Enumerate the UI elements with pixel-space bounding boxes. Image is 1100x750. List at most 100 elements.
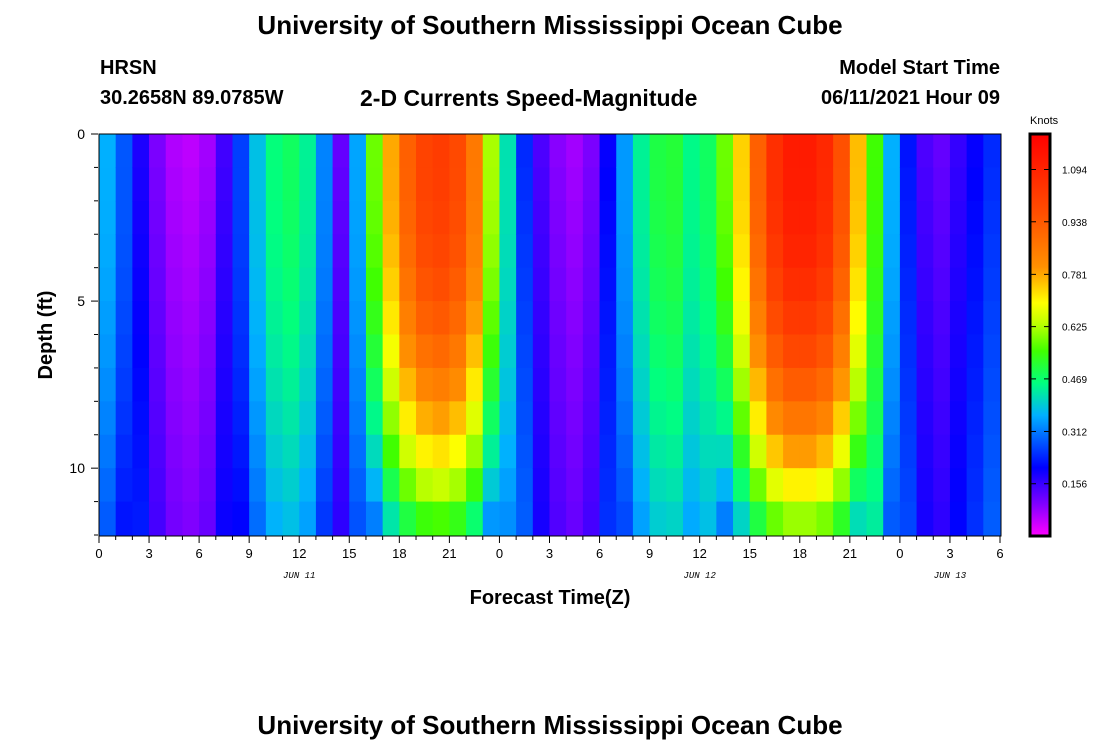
- heatmap-cell: [115, 134, 133, 169]
- heatmap-cell: [249, 301, 267, 336]
- heatmap-cell: [716, 301, 734, 336]
- heatmap-cell: [349, 468, 367, 503]
- heatmap-cell: [616, 167, 634, 202]
- x-tick-label: 21: [843, 546, 857, 561]
- heatmap-cell: [616, 301, 634, 336]
- heatmap-cell: [132, 468, 150, 503]
- heatmap-cell: [299, 367, 317, 402]
- heatmap-cell: [215, 367, 234, 402]
- heatmap-cell: [199, 501, 217, 536]
- heatmap-cell: [399, 234, 417, 269]
- heatmap-cell: [382, 234, 400, 269]
- heatmap-cell: [349, 167, 367, 202]
- heatmap-cell: [616, 234, 634, 269]
- heatmap-cell: [99, 501, 117, 536]
- heatmap-cell: [532, 367, 551, 402]
- heatmap-cell: [966, 267, 984, 302]
- heatmap-cell: [449, 234, 467, 269]
- heatmap-cell: [516, 434, 534, 469]
- heatmap-cell: [516, 401, 534, 436]
- heatmap-cell: [365, 334, 384, 369]
- y-axis: 0 5 10: [69, 126, 98, 536]
- heatmap-cell: [516, 134, 534, 169]
- heatmap-cell: [766, 167, 784, 202]
- heatmap-cell: [516, 167, 534, 202]
- heatmap-cell: [466, 468, 484, 503]
- heatmap-cell: [416, 401, 434, 436]
- heatmap-cell: [899, 234, 918, 269]
- heatmap-cell: [699, 301, 717, 336]
- heatmap-cell: [666, 267, 684, 302]
- heatmap-cell: [399, 167, 417, 202]
- heatmap-cell: [799, 401, 818, 436]
- heatmap-cell: [949, 167, 968, 202]
- heatmap-cell: [232, 134, 250, 169]
- heatmap-cell: [232, 301, 250, 336]
- heatmap-cell: [349, 234, 367, 269]
- heatmap-cell: [733, 267, 751, 302]
- heatmap-cell: [165, 468, 184, 503]
- heatmap-cell: [799, 167, 818, 202]
- heatmap-cell: [199, 267, 217, 302]
- heatmap-cell: [215, 167, 234, 202]
- heatmap-cell: [165, 267, 184, 302]
- model-start-label: Model Start Time: [839, 57, 1000, 79]
- heatmap-cell: [482, 501, 501, 536]
- heatmap-cell: [482, 434, 501, 469]
- colorbar-label: Knots: [1030, 115, 1059, 127]
- heatmap-cell: [232, 200, 250, 235]
- heatmap-cell: [332, 501, 350, 536]
- heatmap-cell: [299, 401, 317, 436]
- heatmap-cell: [365, 401, 384, 436]
- heatmap-cell: [933, 401, 951, 436]
- heatmap-cell: [382, 401, 400, 436]
- heatmap-cell: [916, 367, 934, 402]
- heatmap-cell: [749, 401, 768, 436]
- heatmap-cell: [365, 200, 384, 235]
- colorbar-tick-label: 0.312: [1062, 427, 1087, 438]
- heatmap-cell: [449, 367, 467, 402]
- heatmap-cell: [182, 401, 200, 436]
- heatmap-cell: [399, 367, 417, 402]
- heatmap-cell: [466, 267, 484, 302]
- heatmap-cell: [833, 301, 851, 336]
- heatmap-cell: [866, 367, 884, 402]
- date-label: JUN 11: [283, 571, 315, 581]
- heatmap-cell: [99, 434, 117, 469]
- heatmap-cell: [783, 200, 801, 235]
- heatmap-cell: [849, 301, 868, 336]
- heatmap-cell: [549, 301, 567, 336]
- heatmap-cell: [883, 401, 901, 436]
- heatmap-cell: [149, 167, 167, 202]
- heatmap-cell: [332, 267, 350, 302]
- x-axis-label: Forecast Time(Z): [470, 587, 631, 609]
- heatmap-cell: [966, 200, 984, 235]
- station-name: HRSN: [100, 57, 157, 79]
- heatmap-cell: [916, 334, 934, 369]
- heatmap-cell: [215, 334, 234, 369]
- heatmap-cell: [749, 434, 768, 469]
- heatmap-cell: [482, 468, 501, 503]
- heatmap-cell: [432, 401, 450, 436]
- heatmap-cell: [315, 167, 334, 202]
- x-tick-label: 12: [292, 546, 306, 561]
- heatmap-cell: [132, 200, 150, 235]
- heatmap-cell: [315, 234, 334, 269]
- heatmap-cell: [949, 134, 968, 169]
- heatmap-cell: [916, 468, 934, 503]
- heatmap-cell: [733, 334, 751, 369]
- heatmap-cell: [599, 468, 617, 503]
- heatmap-cell: [532, 468, 551, 503]
- heatmap-cell: [466, 434, 484, 469]
- heatmap-cell: [716, 468, 734, 503]
- heatmap-cell: [566, 267, 584, 302]
- heatmap-cell: [666, 434, 684, 469]
- heatmap-cell: [632, 200, 651, 235]
- heatmap-cell: [799, 267, 818, 302]
- heatmap-cell: [182, 501, 200, 536]
- x-tick-label: 9: [246, 546, 253, 561]
- heatmap-cell: [132, 367, 150, 402]
- heatmap-cell: [365, 367, 384, 402]
- heatmap-cell: [582, 401, 601, 436]
- heatmap-cell: [916, 301, 934, 336]
